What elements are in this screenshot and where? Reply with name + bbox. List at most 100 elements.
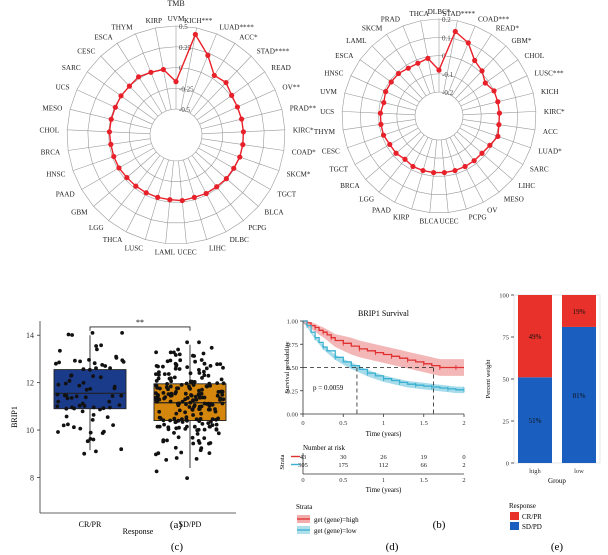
radar-category-label: DLBC	[230, 236, 249, 244]
radar-point	[223, 176, 229, 182]
y-tick-label: 14	[26, 331, 34, 340]
sample-point	[66, 332, 71, 337]
risk-table-x-label: Time (years)	[366, 486, 402, 494]
risk-time-label: 0.5	[339, 477, 347, 484]
sample-point	[200, 376, 204, 380]
radar-spoke	[453, 134, 500, 193]
sample-point	[208, 364, 213, 368]
radar-point	[378, 121, 384, 127]
radar-category-label: LUAD*	[538, 147, 562, 155]
sample-point	[200, 387, 204, 392]
radar-category-label: SKCM*	[287, 170, 311, 178]
sample-point	[214, 427, 219, 432]
sample-point	[190, 408, 195, 412]
sample-point	[80, 401, 85, 406]
sample-point	[88, 367, 92, 372]
sample-point	[197, 340, 201, 345]
risk-count: 175	[338, 462, 348, 469]
survival-title: BRIP1 Survival	[358, 309, 410, 318]
legend-title: Strata	[296, 503, 313, 511]
sample-point	[85, 439, 90, 444]
risk-count: 2	[462, 462, 465, 469]
sample-point	[55, 392, 60, 397]
sample-point	[114, 356, 119, 360]
radar-point	[116, 165, 122, 171]
y-tick-label: 50	[503, 377, 510, 384]
sample-point	[220, 401, 225, 406]
radar-point	[377, 110, 383, 116]
sample-point	[91, 405, 96, 410]
sample-point	[192, 380, 197, 384]
radar-point	[430, 169, 437, 176]
sample-point	[202, 436, 207, 440]
radar-category-label: COAD***	[478, 16, 510, 24]
sample-point	[157, 373, 161, 377]
radar-spoke	[429, 139, 438, 213]
sample-point	[80, 409, 85, 414]
sample-point	[210, 417, 215, 422]
radar-point	[405, 65, 411, 71]
sample-point	[88, 430, 93, 435]
sample-point	[220, 389, 225, 394]
sample-point	[119, 393, 124, 398]
sample-point	[175, 386, 179, 391]
sample-point	[157, 409, 162, 414]
radar-category-label: UCS	[320, 108, 334, 116]
sample-point	[197, 395, 202, 400]
sample-point	[162, 372, 167, 376]
radar-category-label: READ	[271, 64, 291, 72]
radar-point	[479, 68, 485, 74]
sample-point	[173, 391, 178, 396]
sample-point	[220, 392, 225, 397]
sample-point	[174, 411, 179, 416]
x-tick-label: 1	[382, 420, 385, 427]
radar-tick-label: 0.5	[179, 23, 188, 31]
sample-point	[180, 420, 185, 424]
radar-category-label: UVM	[320, 88, 337, 96]
sample-point	[185, 476, 190, 480]
sample-point	[201, 351, 206, 356]
sample-point	[157, 415, 162, 420]
radar-point	[124, 174, 130, 181]
risk-count: 19	[421, 454, 428, 461]
risk-time-label: 1	[382, 477, 385, 484]
sample-point	[191, 398, 196, 403]
y-tick-label: 75	[503, 335, 510, 342]
sample-point	[67, 378, 72, 383]
radar-category-label: LUSC***	[535, 69, 565, 77]
radar-point	[167, 197, 173, 203]
x-tick-label: 2	[462, 420, 465, 427]
radar-category-label: PAAD	[372, 206, 391, 214]
radar-category-label: PCPG	[469, 214, 487, 222]
sample-point	[98, 407, 102, 412]
sample-point	[193, 394, 198, 399]
sample-point	[168, 418, 173, 423]
radar-point	[387, 141, 393, 148]
y-tick-label: 0.25	[287, 388, 298, 395]
significance-bracket	[89, 326, 191, 331]
y-axis-label: Percent weight	[485, 359, 492, 398]
radar-category-label: SARC	[62, 64, 81, 72]
sample-point	[208, 407, 212, 412]
radar-point	[472, 57, 478, 64]
radar-category-label: ACC	[543, 128, 558, 136]
radar-category-label: KIRC*	[293, 126, 314, 134]
sample-point	[107, 399, 112, 404]
y-tick-label: 100	[499, 293, 509, 300]
radar-metric-label: MSI	[432, 0, 447, 1]
sample-point	[194, 457, 199, 461]
sample-point	[188, 400, 193, 405]
sample-point	[197, 371, 202, 375]
sample-point	[154, 350, 159, 355]
sample-point	[77, 403, 82, 408]
sample-point	[56, 430, 60, 434]
sample-point	[214, 417, 219, 422]
sample-point	[187, 385, 192, 390]
sample-point	[99, 343, 103, 348]
radar-category-label: UCS	[56, 83, 70, 91]
radar-point	[179, 197, 185, 204]
sample-point	[78, 359, 82, 364]
sample-point	[195, 428, 200, 433]
radar-spoke	[189, 43, 236, 114]
